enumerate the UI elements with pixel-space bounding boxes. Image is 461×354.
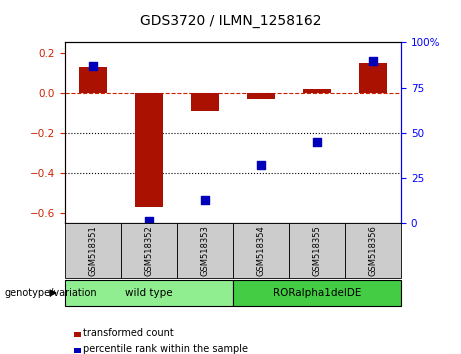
Text: percentile rank within the sample: percentile rank within the sample (83, 344, 248, 354)
Text: genotype/variation: genotype/variation (5, 288, 97, 298)
Point (257, 162, 265, 168)
Bar (78, 67, 106, 93)
Bar (74, 332, 81, 337)
Bar (359, 63, 387, 93)
Point (369, 58, 377, 63)
Text: GSM518355: GSM518355 (313, 225, 321, 276)
Text: GSM518352: GSM518352 (144, 225, 153, 276)
Bar (345, 223, 401, 278)
Point (201, 197, 208, 202)
Text: GSM518356: GSM518356 (368, 225, 378, 276)
Bar (233, 280, 401, 306)
Bar (65, 223, 121, 278)
Bar (135, 93, 163, 207)
Bar (247, 93, 275, 99)
Bar (65, 280, 233, 306)
Bar (191, 93, 219, 111)
Bar (177, 223, 233, 278)
Bar (289, 223, 345, 278)
Text: GDS3720 / ILMN_1258162: GDS3720 / ILMN_1258162 (140, 14, 321, 28)
Point (145, 218, 152, 224)
Text: transformed count: transformed count (83, 328, 174, 338)
Text: GSM518351: GSM518351 (88, 225, 97, 276)
Bar (74, 348, 81, 353)
Point (89, 63, 96, 69)
Text: wild type: wild type (125, 288, 172, 298)
Point (313, 139, 321, 144)
Text: GSM518353: GSM518353 (200, 225, 209, 276)
Bar (233, 223, 289, 278)
Text: GSM518354: GSM518354 (256, 225, 266, 276)
Text: RORalpha1delDE: RORalpha1delDE (273, 288, 361, 298)
Bar (121, 223, 177, 278)
Bar (303, 88, 331, 93)
